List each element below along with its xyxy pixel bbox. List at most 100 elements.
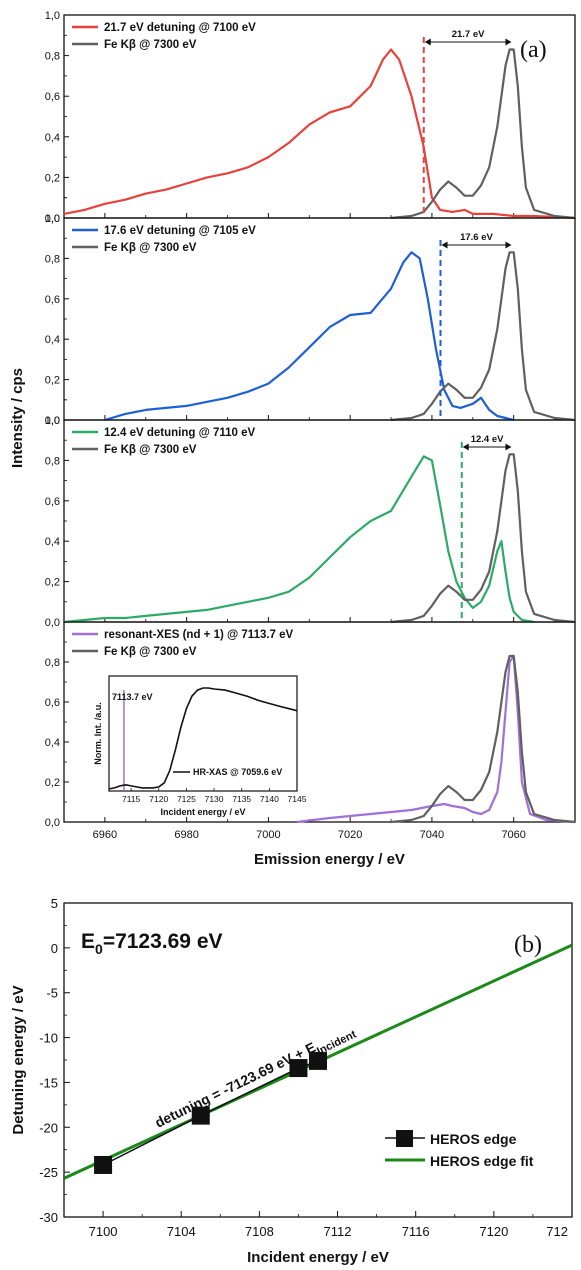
legend-label: HEROS edge fit <box>430 1153 534 1169</box>
y-tick-label: 0,6 <box>45 91 60 103</box>
series-line-2 <box>390 654 576 824</box>
e0-symbol: E <box>81 930 95 953</box>
series-line-1 <box>63 48 576 220</box>
y-tick-label: -30 <box>39 1210 58 1225</box>
x-axis-label: Emission energy / eV <box>254 851 405 868</box>
y-tick-label: 0,2 <box>45 777 60 789</box>
series-line-2 <box>390 48 576 220</box>
y-tick-label: 0,4 <box>45 334 60 346</box>
y-tick-label: 0,4 <box>45 536 60 548</box>
series-line-1 <box>296 654 576 824</box>
y-tick-label: 0,4 <box>45 132 60 144</box>
y-axis-label: Intensity / cps <box>9 368 26 468</box>
arrow-head-left <box>441 241 448 249</box>
panel-a: 0,0 0,2 0,4 0,6 0,8 1,0 21.7 eV detuning @ 710… <box>9 10 576 868</box>
inset-background <box>92 676 303 817</box>
arrow-head-left <box>424 38 431 46</box>
y-tick-label: 0,8 <box>45 657 60 669</box>
y-tick-label: -5 <box>46 986 58 1001</box>
legend-label: HEROS edge <box>430 1131 517 1147</box>
inset-plot: 7113.7 eV HR-XAS @ 7059.6 eV 7115 7120 7125 7… <box>92 675 307 817</box>
y-tick-label: 1,0 <box>45 10 60 22</box>
y-tick-label: 0,0 <box>45 817 60 829</box>
x-tick-label: 712 <box>546 1224 568 1239</box>
y-tick-label: 0,8 <box>45 51 60 63</box>
y-tick-label: -25 <box>39 1165 58 1180</box>
panel-b: 5 0 -5 -10 -15 -20 -25 -30 7100 7104 7108 7112 7116 7… <box>10 896 573 1266</box>
data-point <box>94 1155 113 1174</box>
legend-label: resonant-XES (nd + 1) @ 7113.7 eV <box>104 629 294 641</box>
detuning-label: 17.6 eV <box>460 232 493 243</box>
data-point <box>309 1051 327 1070</box>
inset-x-tick-label: 7120 <box>149 794 168 804</box>
y-axis-label: Detuning energy / eV <box>10 985 27 1134</box>
y-tick-label: 0,8 <box>45 455 60 467</box>
x-tick-label: 7108 <box>245 1224 274 1239</box>
e0-value: =7123.69 eV <box>103 930 223 953</box>
subpanel-3: 0,0 0,2 0,4 0,6 0,8 1,0 12.4 eV detuning @ 711… <box>45 399 576 629</box>
inset-y-axis-label: Norm. Int. /a.u. <box>93 702 103 765</box>
x-tick-label: 7120 <box>479 1224 508 1239</box>
x-tick-label: 7020 <box>338 829 362 841</box>
fit-equation-label: detuning = -7123.69 eV + EIncident <box>152 1020 358 1135</box>
legend-label: Fe Kβ @ 7300 eV <box>104 242 197 254</box>
data-connecting-line <box>102 1060 319 1166</box>
inset-marker-label: 7113.7 eV <box>112 692 153 702</box>
detuning-label: 12.4 eV <box>471 434 504 445</box>
y-tick-label: 0,6 <box>45 294 60 306</box>
arrow-head-left <box>462 443 469 451</box>
y-tick-label: -15 <box>39 1075 58 1090</box>
e0-label: E0=7123.69 eV <box>81 930 223 957</box>
y-tick-label: -10 <box>39 1031 58 1046</box>
inset-x-tick-label: 7145 <box>288 794 307 804</box>
x-axis-label: Incident energy / eV <box>247 1249 389 1266</box>
y-tick-label: 0,8 <box>45 253 60 265</box>
x-tick-label: 7116 <box>402 1224 430 1239</box>
data-point <box>289 1059 308 1078</box>
x-tick-label: 7000 <box>256 829 280 841</box>
y-tick-label: 0,2 <box>45 577 60 589</box>
series-line-1 <box>63 455 535 624</box>
legend-label: Fe Kβ @ 7300 eV <box>104 646 197 658</box>
detuning-label: 21.7 eV <box>452 29 485 40</box>
y-tick-label: 1,0 <box>45 213 60 225</box>
series-line-1 <box>104 251 514 422</box>
inset-frame <box>108 675 298 792</box>
y-tick-label: 0,0 <box>45 415 60 427</box>
legend-swatch-marker <box>396 1130 413 1147</box>
subpanel-2: 0,0 0,2 0,4 0,6 0,8 1,0 17.6 eV detuning @ 710… <box>45 197 576 427</box>
panel-label-a: (a) <box>520 37 547 63</box>
y-tick-label: 0,6 <box>45 697 60 709</box>
e0-subscript: 0 <box>95 941 103 957</box>
x-tick-label: 7060 <box>501 829 525 841</box>
y-tick-label: 1,0 <box>45 415 60 427</box>
fit-equation-main: detuning = -7123.69 eV + E <box>152 1039 318 1131</box>
inset-x-tick-label: 7135 <box>232 794 251 804</box>
x-tick-label: 6980 <box>174 829 198 841</box>
series-line-2 <box>390 251 576 422</box>
legend-label: 17.6 eV detuning @ 7105 eV <box>104 225 256 237</box>
subpanel-4: 0,0 0,2 0,4 0,6 0,8 resonant-XES (nd + 1) @ 7… <box>45 621 576 829</box>
inset-x-tick-label: 7130 <box>205 794 224 804</box>
inset-x-tick-label: 7125 <box>177 794 196 804</box>
x-tick-label: 6960 <box>93 829 117 841</box>
y-tick-label: 0,4 <box>45 737 60 749</box>
y-tick-label: 0,2 <box>45 375 60 387</box>
series-line-2 <box>390 453 576 624</box>
inset-x-axis-label: Incident energy / eV <box>160 807 245 817</box>
arrow-head-right <box>505 38 512 46</box>
subpanel-1: 0,0 0,2 0,4 0,6 0,8 1,0 21.7 eV detuning @ 710… <box>45 10 576 225</box>
panel-label-b: (b) <box>514 932 542 958</box>
y-tick-label: -20 <box>39 1120 58 1135</box>
legend-label: 12.4 eV detuning @ 7110 eV <box>104 427 256 439</box>
data-point <box>191 1106 210 1125</box>
inset-xas-line <box>108 687 298 790</box>
legend-label: Fe Kβ @ 7300 eV <box>104 39 197 51</box>
x-tick-label: 7040 <box>420 829 444 841</box>
x-tick-label: 7104 <box>167 1224 196 1239</box>
arrow-head-right <box>505 241 512 249</box>
inset-legend-label: HR-XAS @ 7059.6 eV <box>193 767 282 777</box>
x-tick-label: 7112 <box>324 1224 352 1239</box>
y-tick-label: 0,0 <box>45 213 60 225</box>
